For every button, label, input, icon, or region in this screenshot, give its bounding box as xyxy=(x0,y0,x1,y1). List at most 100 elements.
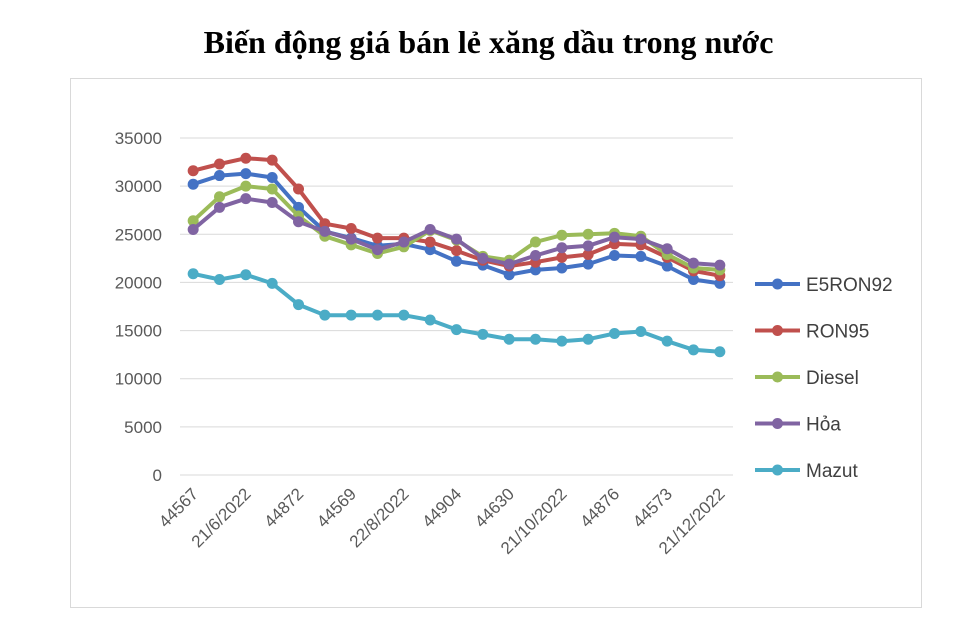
data-point xyxy=(635,233,647,245)
data-point xyxy=(714,346,726,358)
data-point xyxy=(293,201,304,213)
x-tick-label: 44567 xyxy=(155,484,202,531)
legend-marker xyxy=(772,371,783,383)
data-point xyxy=(530,333,541,345)
x-tick-label: 44569 xyxy=(313,484,360,531)
data-point xyxy=(266,183,278,195)
y-tick-label: 25000 xyxy=(115,225,162,244)
legend-item: E5RON92 xyxy=(755,275,893,296)
y-tick-label: 0 xyxy=(153,466,162,485)
data-point xyxy=(503,333,515,345)
data-point xyxy=(424,244,436,256)
data-point xyxy=(345,223,357,235)
y-tick-label: 35000 xyxy=(115,129,162,148)
data-point xyxy=(635,326,647,338)
legend-item: RON95 xyxy=(755,322,869,343)
data-point xyxy=(266,171,278,183)
y-tick-label: 30000 xyxy=(115,177,162,196)
y-tick-label: 20000 xyxy=(115,273,162,292)
data-point xyxy=(187,268,199,280)
data-point xyxy=(319,309,331,321)
legend-label: E5RON92 xyxy=(806,275,893,296)
data-point xyxy=(609,327,620,339)
data-point xyxy=(372,232,383,244)
series-lines xyxy=(187,152,726,358)
data-point xyxy=(187,165,199,177)
data-point xyxy=(451,255,462,267)
legend-label: Mazut xyxy=(806,461,858,482)
data-point xyxy=(345,233,357,245)
data-point xyxy=(661,260,673,272)
data-point xyxy=(635,250,647,262)
x-tick-label: 44904 xyxy=(418,484,465,531)
data-point xyxy=(582,228,594,240)
data-point xyxy=(345,309,357,321)
data-point xyxy=(582,258,594,270)
data-point xyxy=(424,223,436,235)
data-point xyxy=(477,252,489,264)
y-tick-label: 10000 xyxy=(115,370,162,389)
data-point xyxy=(451,245,462,257)
data-point xyxy=(714,259,726,271)
y-tick-label: 5000 xyxy=(124,418,162,437)
data-point xyxy=(530,236,541,248)
data-point xyxy=(424,236,436,248)
data-point xyxy=(372,309,383,321)
legend-label: Hỏa xyxy=(806,415,841,436)
data-point xyxy=(661,335,673,347)
data-point xyxy=(187,178,199,190)
series-hỏa xyxy=(187,193,726,271)
data-point xyxy=(714,277,726,289)
data-point xyxy=(293,299,304,311)
data-point xyxy=(240,269,252,281)
data-point xyxy=(688,344,699,356)
y-tick-label: 15000 xyxy=(115,322,162,341)
data-point xyxy=(530,249,541,261)
data-point xyxy=(556,335,568,347)
data-point xyxy=(503,258,515,270)
x-tick-label: 44630 xyxy=(471,484,518,531)
data-point xyxy=(372,244,383,256)
x-tick-label: 44573 xyxy=(629,484,676,531)
data-point xyxy=(240,168,252,180)
chart-title: Biến động giá bán lẻ xăng dầu trong nước xyxy=(203,24,774,60)
data-point xyxy=(398,236,410,248)
data-point xyxy=(661,243,673,255)
data-point xyxy=(240,193,252,205)
data-point xyxy=(214,274,225,286)
data-point xyxy=(424,314,436,326)
data-point xyxy=(187,223,199,235)
data-point xyxy=(556,242,568,254)
data-point xyxy=(293,183,304,195)
x-tick-label: 44872 xyxy=(260,484,307,531)
data-point xyxy=(477,328,489,340)
data-point xyxy=(266,154,278,166)
data-point xyxy=(451,233,462,245)
series-mazut xyxy=(187,268,726,358)
data-point xyxy=(451,324,462,336)
legend-marker xyxy=(772,418,783,429)
data-point xyxy=(688,274,699,286)
legend-marker xyxy=(772,325,783,336)
data-point xyxy=(214,191,225,203)
legend-label: RON95 xyxy=(806,322,869,343)
legend: E5RON92 RON95 Diesel Hỏa Mazut xyxy=(755,275,893,482)
data-point xyxy=(214,158,225,170)
data-point xyxy=(582,240,594,252)
data-point xyxy=(398,309,410,321)
data-point xyxy=(240,152,252,164)
data-point xyxy=(266,277,278,289)
data-point xyxy=(556,262,568,274)
data-point xyxy=(187,215,199,227)
data-point xyxy=(688,257,699,269)
data-point xyxy=(609,231,620,243)
chart-area xyxy=(70,78,922,608)
x-tick-label: 44876 xyxy=(576,484,623,531)
data-point xyxy=(319,225,331,237)
y-axis-ticks: 0 5000 10000 15000 20000 25000 30000 35000 xyxy=(115,129,162,485)
legend-marker xyxy=(772,278,783,290)
legend-item: Diesel xyxy=(755,368,859,389)
data-point xyxy=(240,180,252,192)
